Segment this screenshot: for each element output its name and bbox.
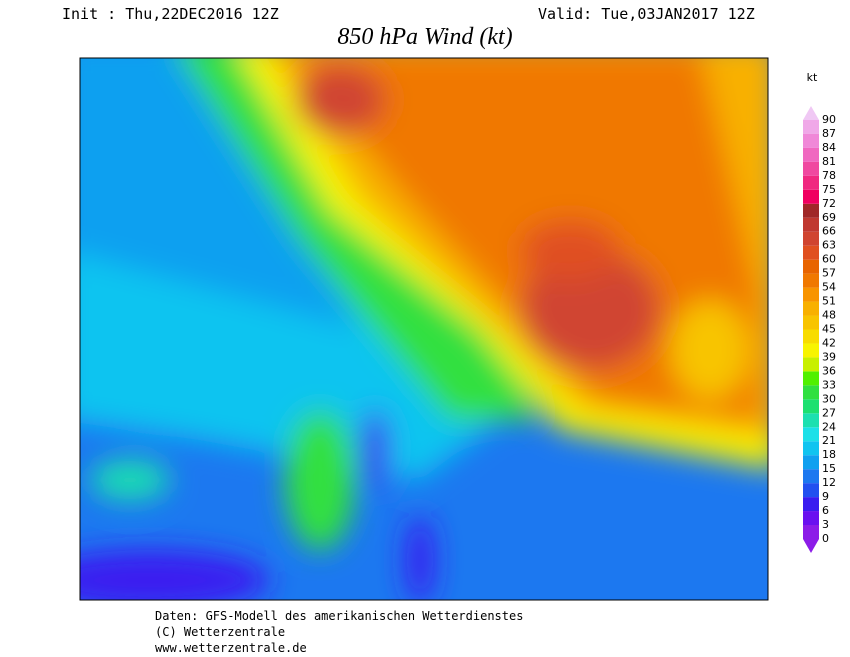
colorbar-swatch: [803, 497, 819, 512]
colorbar-swatch: [803, 483, 819, 498]
colorbar-swatch: [803, 455, 819, 470]
colorbar-label: 15: [822, 462, 836, 475]
colorbar-label: 33: [822, 378, 836, 391]
colorbar-label: 60: [822, 253, 836, 266]
colorbar-label: 54: [822, 281, 836, 294]
colorbar-swatch: [803, 385, 819, 400]
init-time: Init : Thu,22DEC2016 12Z: [62, 5, 279, 23]
colorbar-swatch: [803, 525, 819, 553]
colorbar-swatch: [803, 175, 819, 190]
colorbar-swatch: [803, 245, 819, 260]
colorbar-swatch: [803, 147, 819, 162]
colorbar-swatch: [803, 329, 819, 344]
wind-map: [80, 58, 768, 600]
colorbar-swatch: [803, 120, 819, 134]
colorbar-label: 87: [822, 127, 836, 140]
colorbar-swatch: [803, 217, 819, 232]
colorbar-label: 42: [822, 336, 836, 349]
colorbar-label: 72: [822, 197, 836, 210]
colorbar-swatch: [803, 133, 819, 148]
colorbar-swatch: [803, 106, 819, 120]
colorbar-swatch: [803, 357, 819, 372]
footer-source: Daten: GFS-Modell des amerikanischen Wet…: [155, 609, 523, 623]
colorbar-swatch: [803, 301, 819, 316]
colorbar-label: 18: [822, 448, 836, 461]
colorbar-swatch: [803, 413, 819, 428]
colorbar-swatch: [803, 203, 819, 218]
colorbar-label: 0: [822, 532, 829, 545]
colorbar-swatch: [803, 161, 819, 176]
colorbar-label: 69: [822, 211, 836, 224]
colorbar-swatch: [803, 371, 819, 386]
colorbar-label: 9: [822, 490, 829, 503]
colorbar-label: 81: [822, 155, 836, 168]
colorbar-label: 12: [822, 476, 836, 489]
colorbar-label: 78: [822, 169, 836, 182]
colorbar-label: 45: [822, 323, 836, 336]
colorbar-label: 24: [822, 420, 836, 433]
colorbar-swatch: [803, 441, 819, 456]
colorbar-label: 66: [822, 225, 836, 238]
colorbar-label: 30: [822, 392, 836, 405]
colorbar-swatch: [803, 287, 819, 302]
colorbar-label: 36: [822, 364, 836, 377]
colorbar: kt 0369121518212427303336394245485154576…: [803, 71, 836, 553]
colorbar-label: 63: [822, 239, 836, 252]
colorbar-label: 3: [822, 518, 829, 531]
colorbar-swatch: [803, 511, 819, 526]
colorbar-label: 90: [822, 113, 836, 126]
colorbar-label: 57: [822, 267, 836, 280]
footer-url: www.wetterzentrale.de: [155, 641, 307, 655]
colorbar-swatch: [803, 231, 819, 246]
colorbar-label: 51: [822, 295, 836, 308]
colorbar-swatch: [803, 399, 819, 414]
colorbar-label: 6: [822, 504, 829, 517]
colorbar-label: 21: [822, 434, 836, 447]
colorbar-swatch: [803, 469, 819, 484]
colorbar-label: 48: [822, 309, 836, 322]
map-frame: [79, 57, 769, 601]
colorbar-label: 39: [822, 350, 836, 363]
colorbar-swatch: [803, 343, 819, 358]
colorbar-swatch: [803, 189, 819, 204]
colorbar-swatch: [803, 427, 819, 442]
colorbar-label: 27: [822, 406, 836, 419]
colorbar-label: 75: [822, 183, 836, 196]
footer-copyright: (C) Wetterzentrale: [155, 625, 285, 639]
map-title: 850 hPa Wind (kt): [337, 24, 512, 50]
colorbar-swatch: [803, 259, 819, 274]
colorbar-swatch: [803, 315, 819, 330]
colorbar-unit: kt: [807, 71, 818, 84]
colorbar-label: 84: [822, 141, 836, 154]
colorbar-swatch: [803, 273, 819, 288]
valid-time: Valid: Tue,03JAN2017 12Z: [538, 5, 755, 23]
